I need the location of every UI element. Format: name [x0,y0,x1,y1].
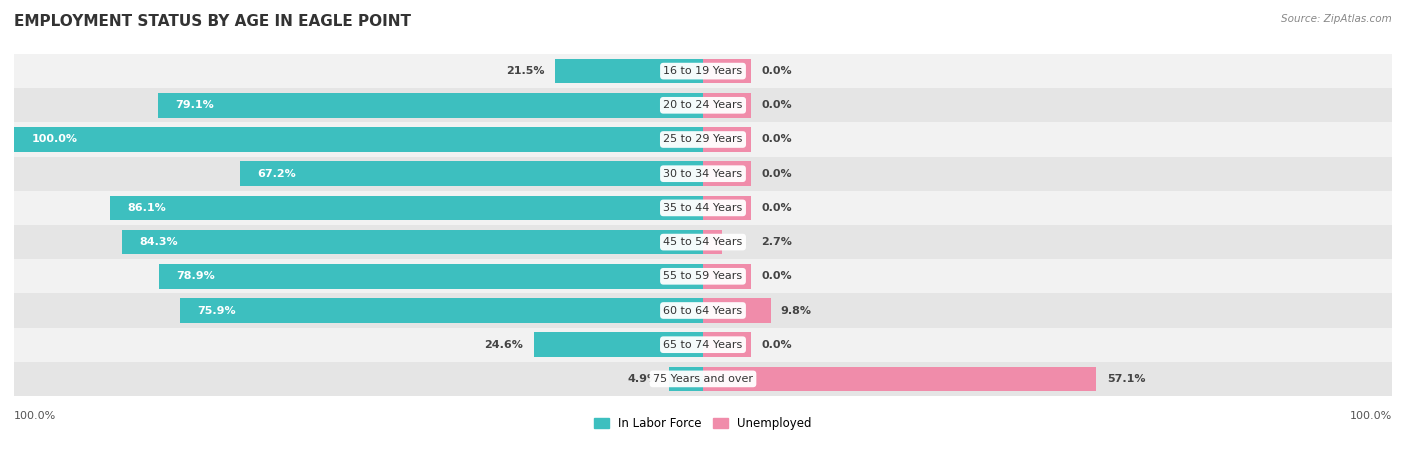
Text: 30 to 34 Years: 30 to 34 Years [664,169,742,179]
Text: 75.9%: 75.9% [197,306,236,315]
Text: 24.6%: 24.6% [484,340,523,350]
Bar [703,93,751,117]
Bar [159,264,703,288]
Text: 86.1%: 86.1% [127,203,166,213]
Bar [703,367,1097,391]
Bar [703,59,751,83]
Bar [14,328,1392,362]
Text: 0.0%: 0.0% [762,66,792,76]
Text: 16 to 19 Years: 16 to 19 Years [664,66,742,76]
Bar [14,259,1392,293]
Bar [122,230,703,254]
Bar [703,196,751,220]
Bar [14,127,703,152]
Bar [669,367,703,391]
Bar [14,157,1392,191]
Bar [240,162,703,186]
Text: 67.2%: 67.2% [257,169,297,179]
Bar [703,162,751,186]
Bar [703,298,770,323]
Text: 0.0%: 0.0% [762,271,792,281]
Bar [533,333,703,357]
Text: 0.0%: 0.0% [762,169,792,179]
Text: 35 to 44 Years: 35 to 44 Years [664,203,742,213]
Bar [14,122,1392,157]
Text: EMPLOYMENT STATUS BY AGE IN EAGLE POINT: EMPLOYMENT STATUS BY AGE IN EAGLE POINT [14,14,411,28]
Text: 4.9%: 4.9% [628,374,659,384]
Text: 0.0%: 0.0% [762,203,792,213]
Text: 20 to 24 Years: 20 to 24 Years [664,100,742,110]
Bar [180,298,703,323]
Bar [157,93,703,117]
Text: 0.0%: 0.0% [762,340,792,350]
Text: 100.0%: 100.0% [14,411,56,421]
Text: 57.1%: 57.1% [1107,374,1146,384]
Text: 9.8%: 9.8% [780,306,811,315]
Bar [14,225,1392,259]
Text: 78.9%: 78.9% [177,271,215,281]
Text: 79.1%: 79.1% [176,100,214,110]
Bar [703,264,751,288]
Bar [14,362,1392,396]
Text: 60 to 64 Years: 60 to 64 Years [664,306,742,315]
Text: Source: ZipAtlas.com: Source: ZipAtlas.com [1281,14,1392,23]
Text: 0.0%: 0.0% [762,100,792,110]
Bar [14,88,1392,122]
Text: 55 to 59 Years: 55 to 59 Years [664,271,742,281]
Bar [555,59,703,83]
Text: 0.0%: 0.0% [762,135,792,144]
Text: 75 Years and over: 75 Years and over [652,374,754,384]
Bar [703,333,751,357]
Text: 84.3%: 84.3% [139,237,179,247]
Text: 21.5%: 21.5% [506,66,544,76]
Text: 100.0%: 100.0% [31,135,77,144]
Bar [703,230,721,254]
Text: 45 to 54 Years: 45 to 54 Years [664,237,742,247]
Text: 65 to 74 Years: 65 to 74 Years [664,340,742,350]
Legend: In Labor Force, Unemployed: In Labor Force, Unemployed [589,412,817,435]
Bar [14,293,1392,328]
Text: 25 to 29 Years: 25 to 29 Years [664,135,742,144]
Bar [703,127,751,152]
Text: 2.7%: 2.7% [762,237,793,247]
Bar [14,191,1392,225]
Bar [110,196,703,220]
Bar [14,54,1392,88]
Text: 100.0%: 100.0% [1350,411,1392,421]
